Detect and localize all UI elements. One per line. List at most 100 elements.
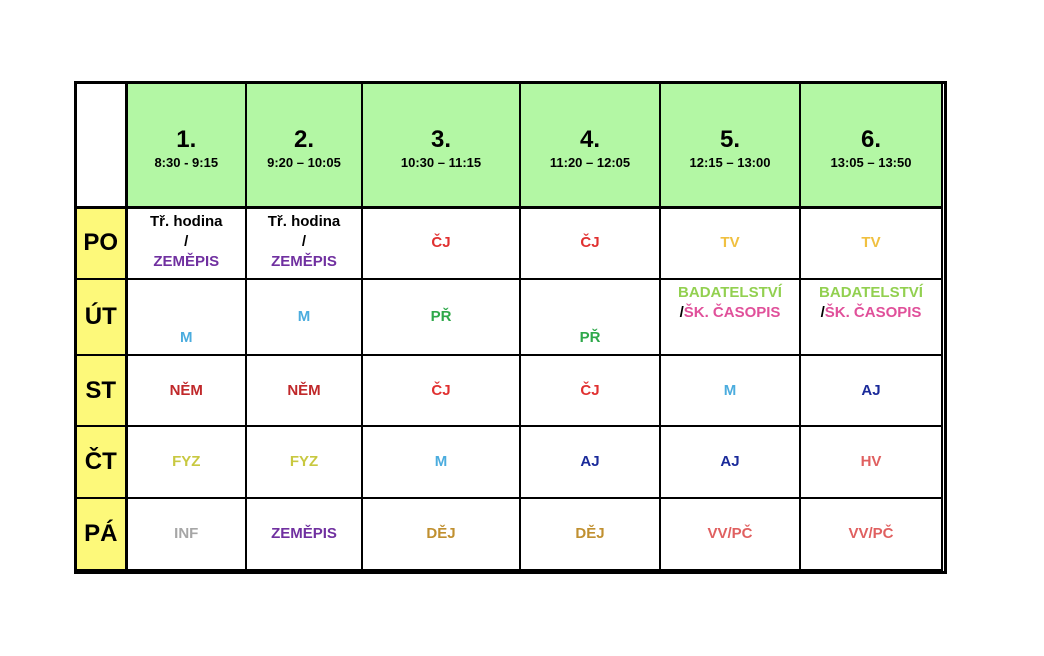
lesson-text: NĚM (287, 381, 321, 399)
lesson-cell: VV/PČ (659, 497, 801, 571)
lesson-text: Tř. hodina (267, 212, 341, 230)
lesson-cell: ČJ (361, 206, 521, 280)
lesson-text: FYZ (289, 453, 319, 470)
lesson-text: AJ (861, 381, 881, 399)
period-number: 5. (719, 125, 740, 153)
lesson-text: TV (720, 234, 740, 252)
lesson-text-split: /ŠK. ČASOPIS (802, 303, 940, 323)
day-row-ct: ČT FYZ FYZ M AJ AJ HV (75, 425, 943, 499)
lesson-cell: FYZ (245, 425, 363, 499)
lesson-cell: PŘ (519, 278, 661, 356)
period-number: 3. (430, 125, 451, 153)
lesson-text: HV (860, 453, 882, 470)
day-row-ut: ÚT M M PŘ PŘ BADATELSTVÍ /ŠK. ČASOPIS BA… (75, 278, 943, 356)
lesson-text: VV/PČ (707, 525, 753, 542)
lesson-text: ŠK. ČASOPIS (683, 304, 781, 321)
lesson-cell: M (659, 354, 801, 427)
lesson-text: ZEMĚPIS (271, 252, 337, 270)
lesson-text: DĚJ (426, 525, 456, 542)
lesson-cell: FYZ (125, 425, 247, 499)
day-label: PÁ (75, 497, 128, 571)
day-row-po: PO Tř. hodina / ZEMĚPIS Tř. hodina / ZEM… (75, 206, 943, 280)
lesson-cell: ČJ (519, 354, 661, 427)
lesson-text: AJ (580, 453, 600, 470)
lesson-text: M (723, 381, 737, 399)
period-time: 13:05 – 13:50 (830, 154, 912, 170)
lesson-text: ČJ (580, 381, 600, 399)
lesson-cell: NĚM (245, 354, 363, 427)
lesson-cell: TV (659, 206, 801, 280)
lesson-text: / (301, 232, 307, 250)
period-header-4: 4. 11:20 – 12:05 (519, 82, 661, 209)
lesson-cell: BADATELSTVÍ /ŠK. ČASOPIS (659, 278, 801, 356)
period-number: 1. (176, 125, 197, 153)
lesson-cell: AJ (519, 425, 661, 499)
lesson-text: ČJ (580, 234, 600, 252)
lesson-cell: AJ (659, 425, 801, 499)
lesson-text: NĚM (169, 381, 203, 399)
period-header-5: 5. 12:15 – 13:00 (659, 82, 801, 209)
lesson-cell: TV (799, 206, 943, 280)
period-header-3: 3. 10:30 – 11:15 (361, 82, 521, 209)
period-number: 6. (860, 125, 881, 153)
day-label: PO (75, 206, 128, 280)
period-time: 8:30 - 9:15 (154, 154, 219, 170)
lesson-text: ČJ (431, 234, 451, 252)
lesson-text-split: /ŠK. ČASOPIS (662, 303, 798, 323)
period-time: 11:20 – 12:05 (549, 154, 631, 170)
lesson-cell: Tř. hodina / ZEMĚPIS (245, 206, 363, 280)
lesson-text: PŘ (579, 329, 601, 346)
timetable: 1. 8:30 - 9:15 2. 9:20 – 10:05 3. 10:30 – 1… (75, 82, 943, 571)
lesson-text: / (184, 232, 189, 250)
period-header-6: 6. 13:05 – 13:50 (799, 82, 943, 209)
lesson-text: FYZ (172, 453, 201, 470)
lesson-cell: M (361, 425, 521, 499)
slash-prefix: / (679, 304, 684, 321)
day-label: ST (75, 354, 128, 427)
lesson-cell: M (245, 278, 363, 356)
lesson-cell: INF (125, 497, 247, 571)
day-label: ČT (75, 425, 128, 499)
lesson-text: M (297, 308, 311, 325)
lesson-cell: ČJ (361, 354, 521, 427)
lesson-cell: AJ (799, 354, 943, 427)
day-row-pa: PÁ INF ZEMĚPIS DĚJ DĚJ VV/PČ VV/PČ (75, 497, 943, 571)
header-row: 1. 8:30 - 9:15 2. 9:20 – 10:05 3. 10:30 – 1… (75, 82, 943, 209)
lesson-text: BADATELSTVÍ (819, 284, 923, 301)
lesson-text: INF (174, 525, 199, 542)
lesson-text: BADATELSTVÍ (678, 284, 782, 301)
lesson-text: ČJ (431, 381, 451, 399)
day-label: ÚT (75, 278, 128, 356)
slash-prefix: / (820, 304, 825, 321)
lesson-text: VV/PČ (848, 525, 894, 542)
lesson-text: TV (861, 234, 881, 252)
lesson-text: ZEMĚPIS (271, 525, 337, 542)
lesson-cell: PŘ (361, 278, 521, 356)
period-time: 9:20 – 10:05 (267, 154, 341, 170)
lesson-text: ZEMĚPIS (153, 252, 220, 270)
period-number: 4. (579, 125, 600, 153)
lesson-cell: DĚJ (361, 497, 521, 571)
period-time: 10:30 – 11:15 (400, 154, 482, 170)
lesson-text: DĚJ (575, 525, 605, 542)
lesson-cell: VV/PČ (799, 497, 943, 571)
lesson-cell: ČJ (519, 206, 661, 280)
lesson-text: Tř. hodina (150, 212, 223, 230)
lesson-cell: M (125, 278, 247, 356)
day-row-st: ST NĚM NĚM ČJ ČJ M AJ (75, 354, 943, 427)
lesson-text: M (180, 329, 193, 346)
period-header-1: 1. 8:30 - 9:15 (125, 82, 247, 209)
lesson-cell: DĚJ (519, 497, 661, 571)
period-number: 2. (293, 125, 314, 153)
lesson-cell: HV (799, 425, 943, 499)
lesson-cell: BADATELSTVÍ /ŠK. ČASOPIS (799, 278, 943, 356)
lesson-cell: ZEMĚPIS (245, 497, 363, 571)
lesson-text: PŘ (430, 308, 452, 325)
lesson-text: AJ (720, 453, 740, 470)
period-time: 12:15 – 13:00 (689, 154, 771, 170)
lesson-text: ŠK. ČASOPIS (824, 304, 922, 321)
lesson-text: M (434, 453, 448, 470)
lesson-cell: NĚM (125, 354, 247, 427)
corner-cell (75, 82, 128, 209)
lesson-cell: Tř. hodina / ZEMĚPIS (125, 206, 247, 280)
